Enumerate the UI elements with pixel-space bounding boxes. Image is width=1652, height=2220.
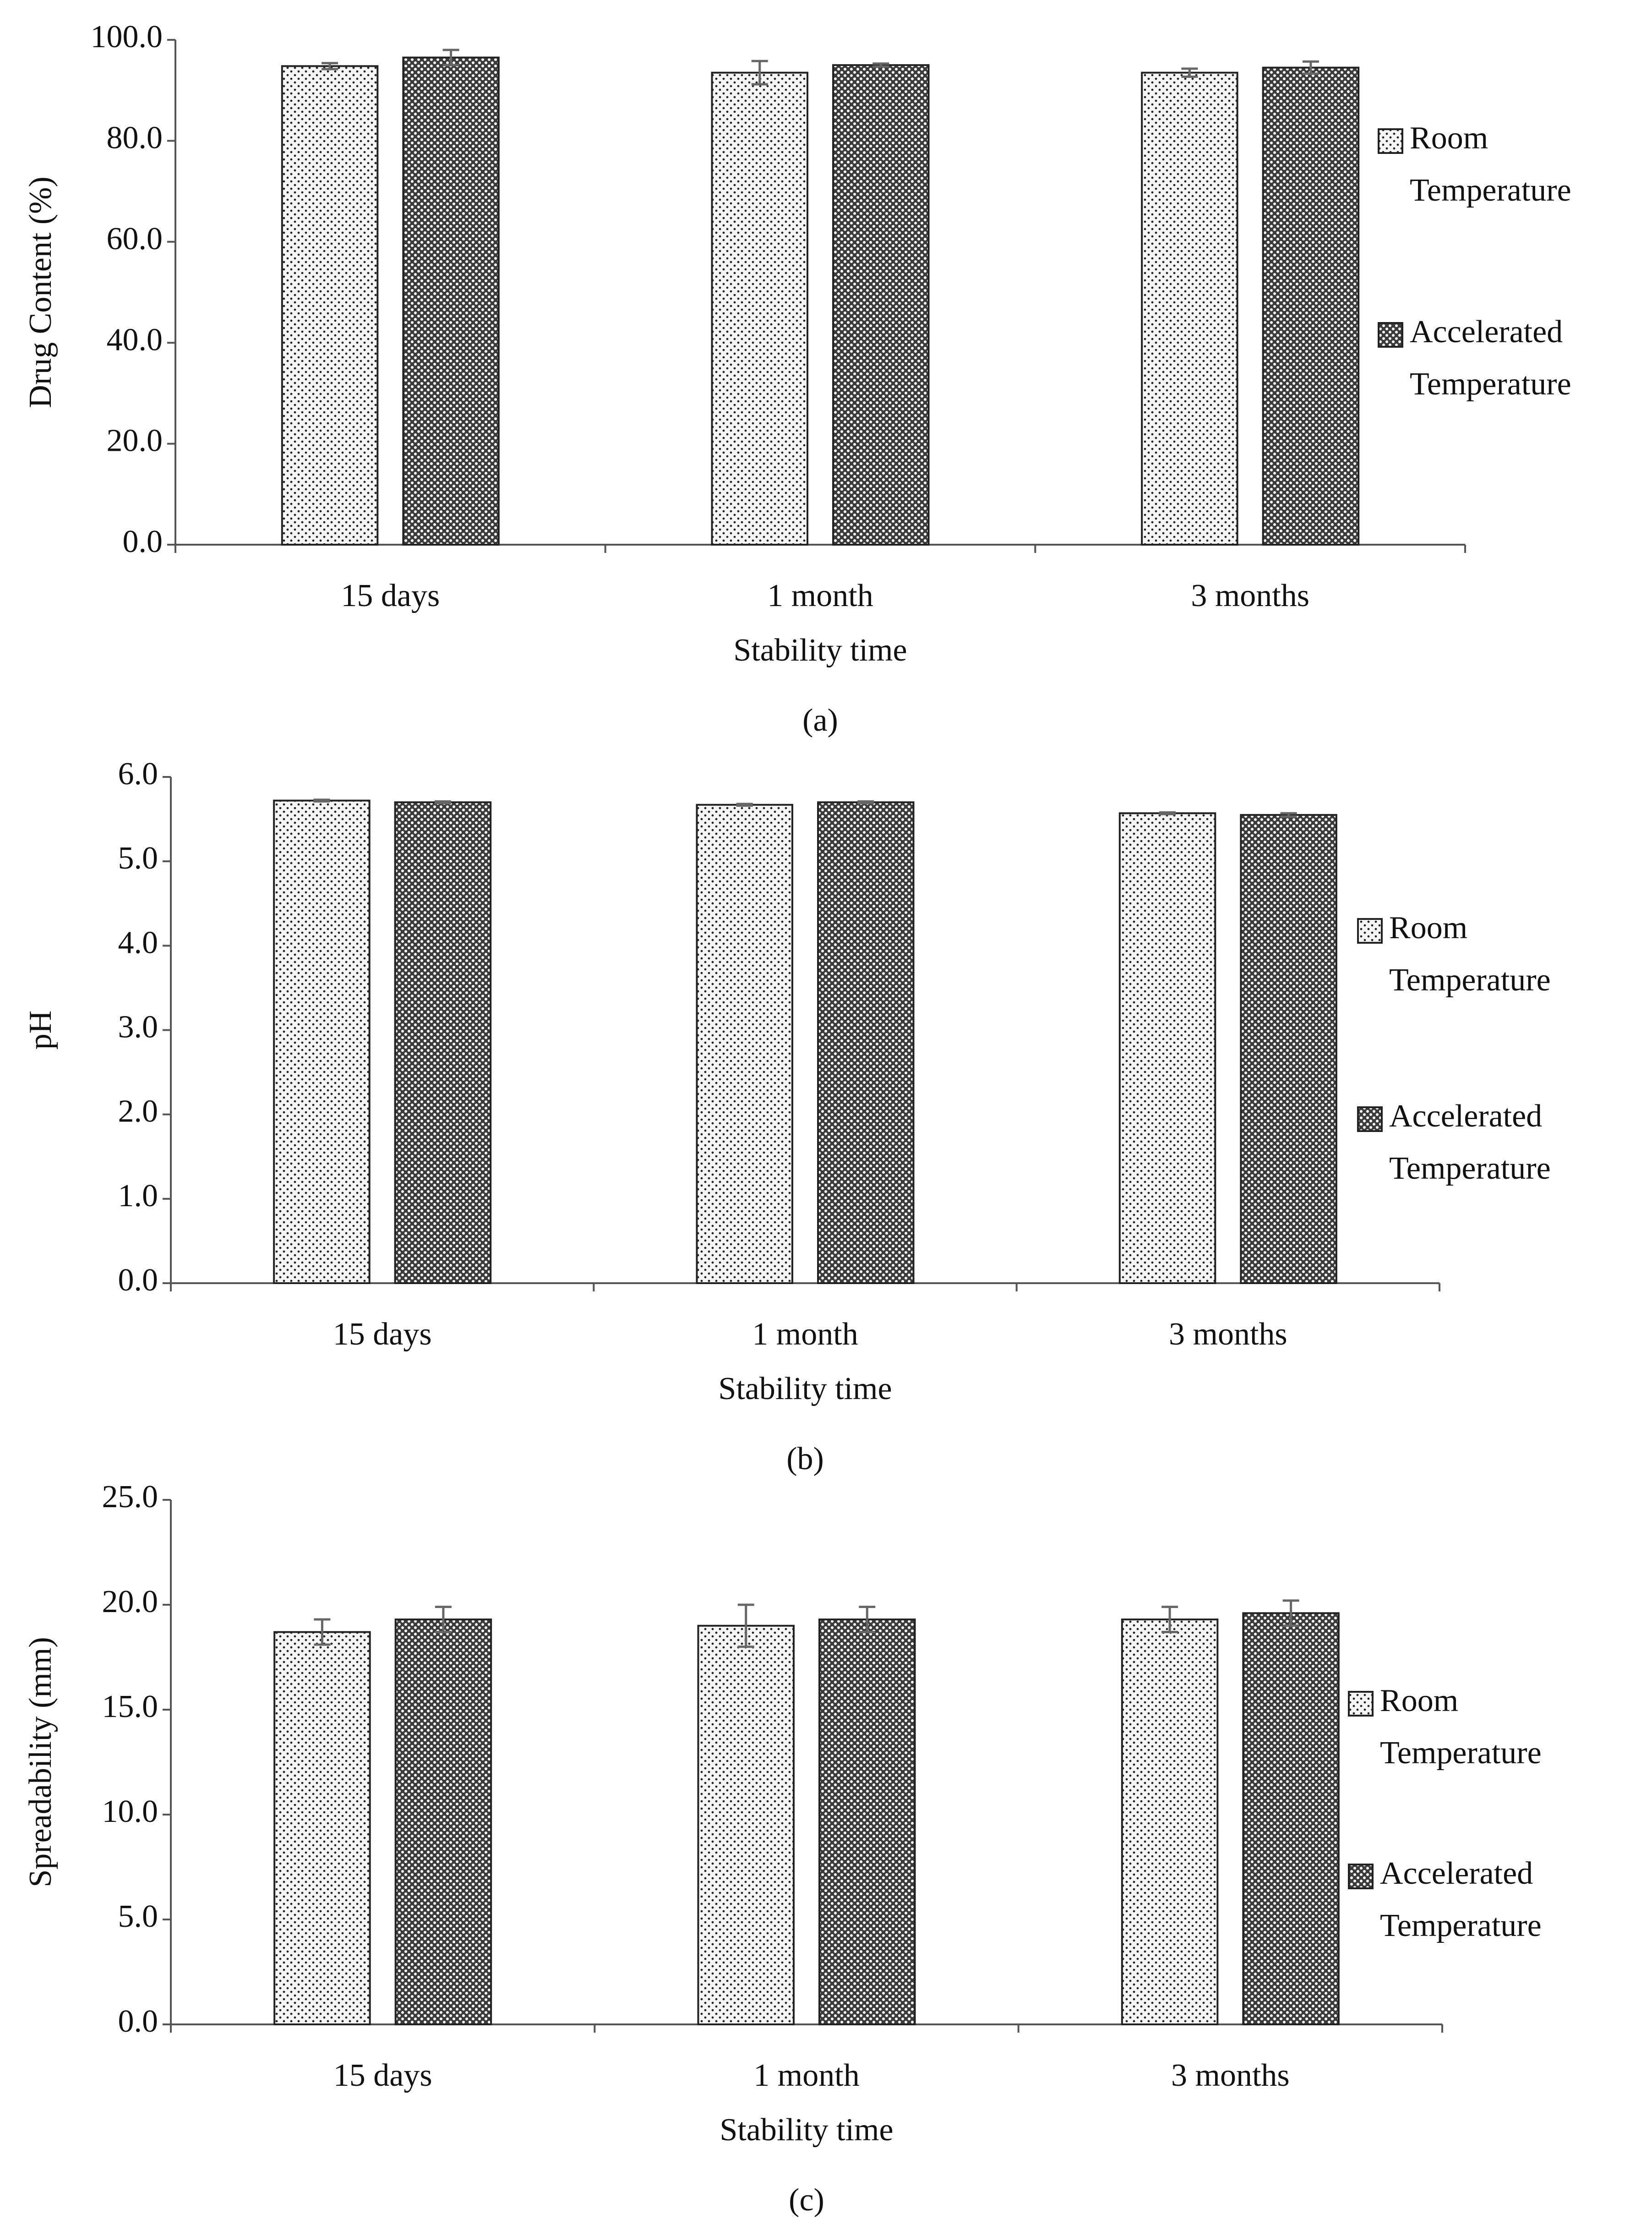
error-bar: [859, 1606, 876, 1634]
legend-swatch: [1378, 128, 1403, 154]
legend-swatch: [1357, 1106, 1383, 1132]
y-tick-label: 100.0: [91, 19, 163, 55]
bar: [817, 801, 915, 1284]
legend-label-line: Accelerated: [1410, 314, 1563, 350]
bar: [394, 801, 492, 1284]
legend-label: Room Temperature: [1410, 120, 1571, 208]
legend-label-line: Room: [1389, 910, 1467, 946]
error-bar: [434, 800, 451, 804]
x-tick-label: 15 days: [333, 1317, 432, 1352]
error-bar: [1159, 811, 1176, 815]
bar: [1262, 66, 1360, 546]
error-bar: [1161, 1606, 1178, 1634]
bar: [273, 1631, 371, 2026]
y-tick-label: 4.0: [118, 925, 158, 960]
y-tick-label: 3.0: [118, 1010, 158, 1045]
y-tick-label: 10.0: [102, 1794, 158, 1829]
error-bar: [872, 62, 889, 68]
bar: [1141, 71, 1238, 546]
bar: [696, 804, 793, 1284]
legend-label: Room Temperature: [1380, 1683, 1542, 1771]
x-axis-title: Stability time: [733, 633, 907, 668]
error-bar: [1282, 1599, 1299, 1627]
y-tick-label: 25.0: [102, 1479, 158, 1515]
legend-label-line: Temperature: [1389, 1151, 1551, 1186]
error-bar: [736, 803, 753, 807]
bar: [1118, 812, 1216, 1284]
legend-label: Accelerated Temperature: [1380, 1856, 1542, 1943]
x-tick-label: 1 month: [752, 1317, 858, 1352]
y-tick-label: 60.0: [107, 221, 163, 257]
error-bar: [442, 49, 459, 66]
x-tick-label: 3 months: [1169, 1317, 1287, 1352]
error-bar: [737, 1603, 754, 1648]
caption: (a): [802, 703, 838, 738]
error-bar: [751, 60, 768, 86]
caption: (c): [789, 2182, 824, 2218]
y-tick-label: 2.0: [118, 1094, 158, 1129]
legend-label: Room Temperature: [1389, 910, 1551, 998]
legend-label-line: Temperature: [1410, 366, 1571, 402]
bar: [281, 65, 379, 546]
y-tick-label: 20.0: [107, 423, 163, 459]
x-axis-title: Stability time: [718, 1371, 892, 1406]
legend-label-line: Temperature: [1410, 173, 1571, 208]
bar: [394, 1619, 492, 2026]
bar: [1240, 814, 1337, 1284]
legend-label: Accelerated Temperature: [1410, 314, 1571, 402]
y-axis-title: Spreadability (mm): [23, 1637, 58, 1887]
y-tick-label: 1.0: [118, 1178, 158, 1214]
x-tick-label: 15 days: [333, 2058, 432, 2093]
x-tick-label: 1 month: [753, 2058, 859, 2093]
x-tick-label: 1 month: [767, 578, 873, 613]
legend-label-line: Temperature: [1380, 1908, 1542, 1943]
error-bar: [313, 798, 330, 803]
y-tick-label: 6.0: [118, 756, 158, 792]
y-tick-label: 0.0: [123, 524, 163, 559]
legend-label-line: Temperature: [1380, 1735, 1542, 1771]
legend-label-line: Temperature: [1389, 962, 1551, 998]
legend-label: Accelerated Temperature: [1389, 1099, 1551, 1186]
y-tick-label: 40.0: [107, 322, 163, 357]
y-tick-label: 0.0: [118, 2004, 158, 2039]
bar: [402, 56, 500, 546]
bar: [711, 71, 808, 546]
legend-swatch: [1357, 918, 1383, 944]
legend-label-line: Room: [1410, 120, 1488, 156]
legend-swatch: [1378, 322, 1403, 348]
y-axis-title: Drug Content (%): [23, 176, 58, 408]
x-axis-title: Stability time: [720, 2112, 893, 2148]
error-bar: [1181, 67, 1198, 78]
bar: [273, 799, 371, 1284]
bar: [697, 1624, 795, 2026]
error-bar: [857, 800, 874, 804]
bar: [1242, 1612, 1340, 2026]
legend-label-line: Accelerated: [1389, 1099, 1542, 1134]
y-tick-label: 15.0: [102, 1689, 158, 1724]
error-bar: [435, 1606, 452, 1634]
legend-label-line: Room: [1380, 1683, 1458, 1718]
bar: [832, 64, 930, 546]
y-tick-label: 5.0: [118, 841, 158, 876]
x-tick-label: 3 months: [1191, 578, 1309, 613]
bar: [818, 1619, 916, 2026]
caption: (b): [786, 1441, 824, 1476]
y-tick-label: 80.0: [107, 120, 163, 155]
y-tick-label: 20.0: [102, 1584, 158, 1619]
legend-swatch: [1348, 1691, 1374, 1717]
legend-label-line: Accelerated: [1380, 1856, 1533, 1891]
error-bar: [1302, 60, 1319, 75]
error-bar: [1280, 812, 1297, 818]
y-tick-label: 5.0: [118, 1899, 158, 1934]
y-tick-label: 0.0: [118, 1263, 158, 1298]
x-tick-label: 15 days: [341, 578, 440, 613]
legend-swatch: [1348, 1864, 1374, 1889]
bar: [1121, 1619, 1219, 2026]
x-tick-label: 3 months: [1171, 2058, 1290, 2093]
error-bar: [322, 62, 338, 71]
error-bar: [314, 1618, 331, 1646]
y-axis-title: pH: [23, 1011, 58, 1050]
